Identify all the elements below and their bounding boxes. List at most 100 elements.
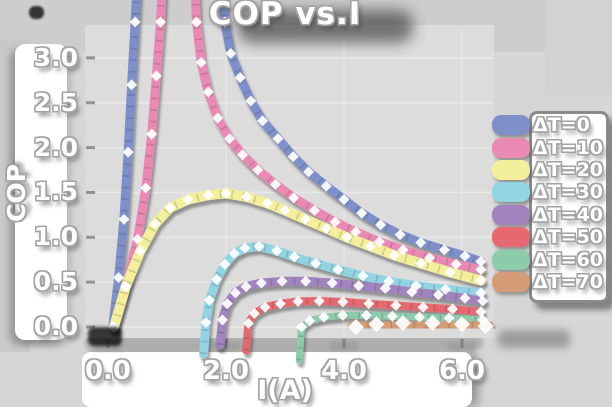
data-point-marker [239, 242, 251, 254]
data-point-marker [242, 317, 254, 329]
data-point-marker [424, 252, 436, 264]
data-point-marker [225, 47, 237, 59]
data-point-marker [253, 240, 265, 252]
legend-swatch-icon [492, 271, 530, 292]
y-tick-mark [86, 280, 95, 284]
data-point-marker [203, 294, 215, 306]
series-speckle--t-10 [110, 0, 482, 329]
data-point-marker [229, 287, 241, 299]
data-point-marker [276, 275, 288, 287]
data-point-marker [443, 312, 455, 324]
data-point-marker [219, 16, 231, 28]
data-point-marker [221, 298, 233, 310]
legend-item: ΔT=10 [492, 136, 612, 159]
y-tick-labels: 3.0 2.5 2.0 1.5 1.0 0.5 0.0 [20, 0, 78, 407]
legend-label: ΔT=30 [533, 181, 604, 204]
y-tick-mark [86, 190, 95, 194]
y-tick-mark [86, 235, 95, 239]
data-point-marker [313, 295, 325, 307]
data-point-marker [195, 56, 207, 68]
data-point-marker [182, 194, 194, 206]
data-point-marker [415, 237, 427, 249]
legend-swatch-icon [492, 115, 530, 136]
data-point-marker [155, 16, 167, 28]
data-point-marker [390, 299, 402, 311]
legend-label: ΔT=0 [533, 114, 590, 137]
data-point-marker [414, 311, 426, 323]
data-point-marker [388, 249, 400, 261]
data-point-marker [375, 219, 387, 231]
title-shadow [238, 10, 413, 43]
data-point-marker [365, 240, 377, 252]
data-point-marker [292, 295, 304, 307]
data-point-marker [255, 277, 267, 289]
data-point-marker [287, 151, 299, 163]
data-point-marker [357, 270, 369, 282]
legend-item: ΔT=60 [492, 248, 612, 271]
data-point-marker [241, 191, 253, 203]
bottom-right-smudge [498, 330, 570, 348]
y-tick-label: 0.5 [33, 267, 78, 297]
data-point-marker [279, 204, 291, 216]
data-point-marker [329, 216, 341, 228]
y-tick-label: 1.5 [33, 177, 78, 207]
x-tick-label: 6.0 [438, 356, 486, 386]
data-point-marker [303, 166, 315, 178]
data-point-marker [113, 272, 125, 284]
legend-item: ΔT=20 [492, 159, 612, 181]
background-patch-topright [545, 0, 612, 95]
data-point-marker [356, 207, 368, 219]
data-point-marker [257, 115, 269, 127]
x-tick-mark [460, 339, 464, 348]
data-point-marker [475, 256, 487, 268]
data-point-marker [406, 286, 418, 298]
data-point-marker [394, 229, 406, 241]
corner-smudge [29, 6, 44, 19]
series--t-10 [109, 0, 486, 332]
data-point-marker [134, 245, 146, 257]
data-point-marker [338, 194, 350, 206]
legend-item: ΔT=30 [492, 181, 612, 203]
data-point-marker [212, 112, 224, 124]
y-tick-label: 0.0 [33, 312, 78, 341]
data-point-marker [477, 318, 494, 335]
data-point-marker [296, 321, 308, 333]
legend: ΔT=0 ΔT=10 ΔT=20 ΔT=30 ΔT=40 ΔT=50 ΔT=60 ΔT=70 [492, 114, 612, 293]
data-point-marker [363, 298, 375, 310]
origin-smudge [88, 327, 122, 346]
data-point-marker [459, 292, 471, 304]
data-point-marker [417, 301, 429, 313]
legend-swatch-icon [492, 137, 530, 158]
data-point-marker [146, 128, 158, 140]
data-point-marker [122, 146, 134, 158]
y-tick-label: 2.5 [33, 87, 78, 117]
data-point-marker [320, 180, 332, 192]
legend-item: ΔT=50 [492, 226, 612, 248]
data-point-marker [318, 311, 330, 323]
data-point-marker [202, 189, 214, 201]
legend-swatch-icon [492, 182, 530, 203]
legend-swatch-icon [492, 159, 530, 180]
data-point-marker [240, 281, 252, 293]
data-point-marker [129, 16, 141, 28]
data-point-marker [454, 316, 470, 333]
data-point-marker [438, 244, 450, 256]
legend-swatch-icon [492, 249, 530, 270]
x-axis-title: I(A) [257, 375, 313, 406]
data-point-marker [379, 282, 391, 294]
data-point-marker [132, 233, 143, 245]
data-point-marker [439, 283, 451, 295]
data-point-marker [477, 295, 489, 307]
data-point-marker [261, 197, 273, 209]
data-point-marker [304, 315, 316, 327]
data-point-marker [150, 70, 162, 82]
data-point-marker [219, 258, 231, 270]
x-tick-mark [224, 339, 228, 348]
data-point-marker [271, 245, 283, 257]
data-point-marker [270, 178, 282, 190]
y-tick-label: 1.0 [33, 222, 78, 252]
data-point-marker [447, 303, 459, 315]
data-point-marker [395, 314, 411, 331]
